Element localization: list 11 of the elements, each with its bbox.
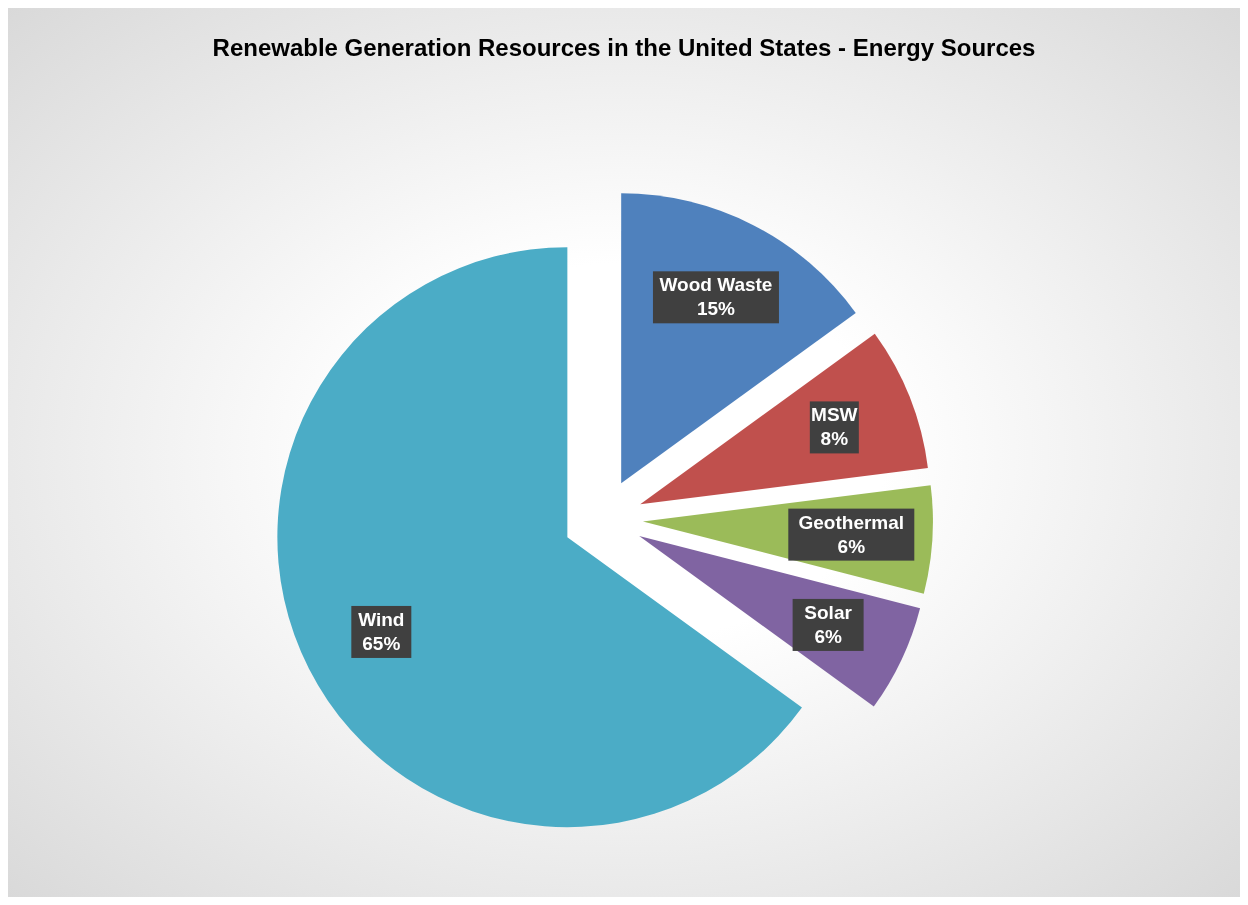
slice-label: Wood Waste [659, 274, 773, 296]
data-label: 6% [814, 625, 842, 647]
data-label: 6% [837, 535, 866, 557]
chart-title: Renewable Generation Resources in the United States - Energy Sources [211, 33, 1037, 63]
data-label: 15% [696, 298, 736, 320]
slice-label: MSW [811, 404, 858, 426]
slice-label: Wind [358, 608, 405, 630]
data-label: 8% [820, 428, 849, 450]
data-label: 65% [362, 632, 401, 654]
slice-label: Solar [804, 601, 853, 623]
slice-label: Geothermal [798, 511, 905, 533]
